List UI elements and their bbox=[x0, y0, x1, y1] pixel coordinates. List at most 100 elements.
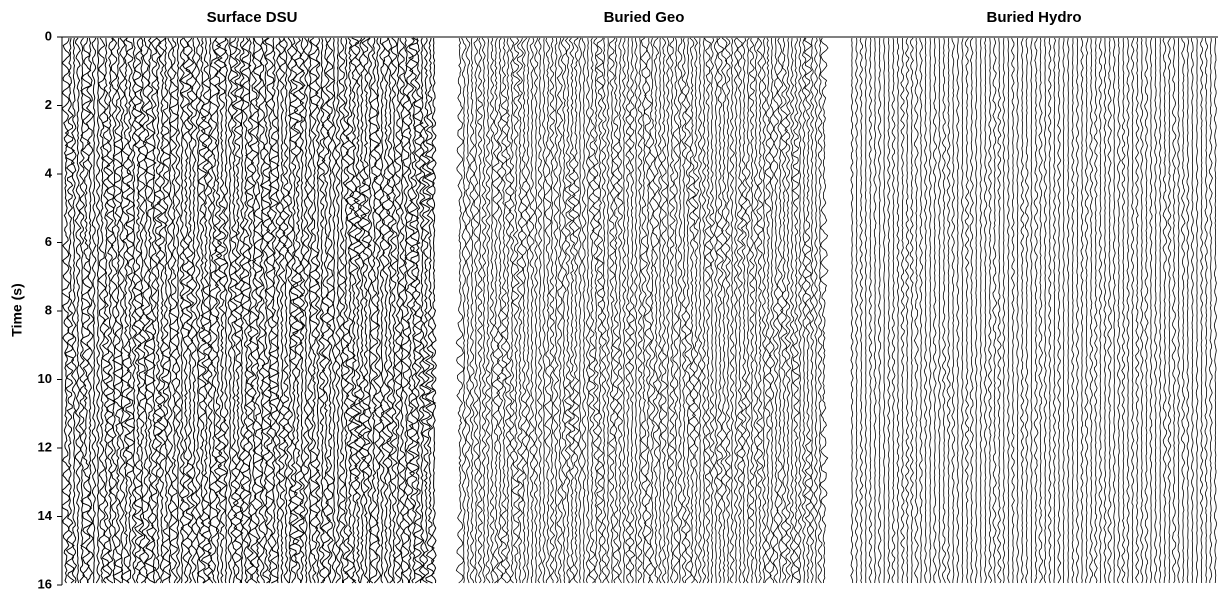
trace bbox=[357, 37, 367, 584]
trace bbox=[1030, 37, 1033, 583]
trace bbox=[341, 37, 351, 584]
trace bbox=[768, 37, 776, 584]
trace bbox=[118, 37, 126, 584]
trace bbox=[813, 37, 819, 584]
trace bbox=[776, 37, 784, 584]
trace bbox=[1098, 37, 1103, 584]
trace bbox=[64, 37, 75, 584]
trace bbox=[753, 37, 760, 583]
trace bbox=[697, 38, 703, 584]
trace bbox=[153, 37, 163, 584]
trace bbox=[1149, 37, 1153, 584]
trace bbox=[772, 37, 780, 584]
trace bbox=[1190, 37, 1194, 583]
trace bbox=[736, 37, 744, 584]
trace bbox=[628, 38, 636, 584]
trace bbox=[359, 37, 373, 584]
y-tick-label: 0 bbox=[45, 28, 52, 43]
trace bbox=[684, 37, 692, 584]
trace bbox=[353, 37, 364, 584]
trace bbox=[190, 37, 198, 584]
trace bbox=[251, 37, 265, 584]
trace bbox=[491, 37, 501, 584]
trace bbox=[407, 37, 421, 584]
trace bbox=[274, 37, 281, 584]
trace bbox=[543, 37, 553, 583]
trace bbox=[384, 37, 395, 584]
trace bbox=[245, 37, 255, 584]
trace bbox=[1126, 37, 1130, 584]
trace bbox=[761, 37, 767, 584]
trace bbox=[1144, 38, 1149, 584]
trace bbox=[533, 37, 539, 584]
trace bbox=[803, 37, 813, 584]
trace bbox=[423, 37, 437, 584]
trace bbox=[637, 37, 643, 584]
trace bbox=[174, 37, 182, 584]
trace bbox=[511, 37, 521, 584]
trace bbox=[1024, 37, 1029, 584]
trace bbox=[185, 37, 196, 584]
trace bbox=[854, 37, 859, 584]
trace bbox=[809, 37, 815, 584]
trace bbox=[937, 37, 942, 584]
trace bbox=[499, 37, 509, 584]
trace bbox=[745, 37, 751, 584]
trace bbox=[1139, 37, 1144, 584]
trace bbox=[1080, 37, 1084, 584]
trace bbox=[1153, 37, 1158, 584]
trace bbox=[567, 37, 576, 584]
trace bbox=[652, 37, 661, 584]
trace bbox=[166, 37, 174, 584]
panel-title: Surface DSU bbox=[207, 9, 298, 26]
trace bbox=[687, 37, 697, 584]
trace bbox=[132, 37, 145, 584]
trace bbox=[331, 37, 337, 584]
trace bbox=[891, 37, 896, 584]
trace bbox=[729, 37, 736, 584]
trace bbox=[951, 37, 956, 584]
trace bbox=[909, 37, 914, 584]
trace bbox=[1038, 37, 1044, 584]
trace bbox=[160, 37, 172, 584]
y-tick-label: 14 bbox=[38, 508, 53, 523]
trace bbox=[307, 37, 321, 584]
trace bbox=[412, 37, 424, 584]
trace bbox=[1121, 37, 1126, 584]
y-tick-label: 12 bbox=[38, 439, 52, 454]
trace bbox=[1103, 37, 1107, 584]
trace bbox=[298, 37, 306, 584]
trace bbox=[864, 37, 867, 584]
trace bbox=[657, 37, 663, 584]
trace bbox=[1043, 37, 1048, 584]
trace bbox=[1162, 37, 1168, 584]
trace bbox=[150, 37, 158, 584]
trace bbox=[397, 38, 406, 584]
trace bbox=[577, 37, 582, 584]
trace bbox=[692, 37, 700, 584]
trace bbox=[600, 37, 607, 584]
trace bbox=[485, 37, 492, 584]
trace bbox=[611, 37, 621, 584]
trace bbox=[887, 37, 891, 584]
trace bbox=[756, 37, 764, 584]
trace bbox=[709, 37, 716, 584]
trace bbox=[868, 37, 873, 584]
trace bbox=[720, 37, 728, 584]
trace bbox=[367, 37, 374, 584]
trace bbox=[624, 37, 631, 584]
trace bbox=[227, 37, 233, 584]
trace bbox=[992, 37, 998, 584]
trace bbox=[528, 37, 536, 584]
trace bbox=[489, 37, 495, 584]
trace bbox=[141, 37, 151, 584]
trace bbox=[257, 37, 267, 584]
trace bbox=[701, 37, 707, 584]
trace bbox=[1107, 37, 1113, 584]
trace bbox=[481, 37, 487, 584]
trace bbox=[672, 37, 680, 584]
trace bbox=[508, 37, 515, 584]
trace bbox=[472, 37, 480, 584]
trace bbox=[400, 37, 412, 584]
trace bbox=[1199, 37, 1204, 584]
